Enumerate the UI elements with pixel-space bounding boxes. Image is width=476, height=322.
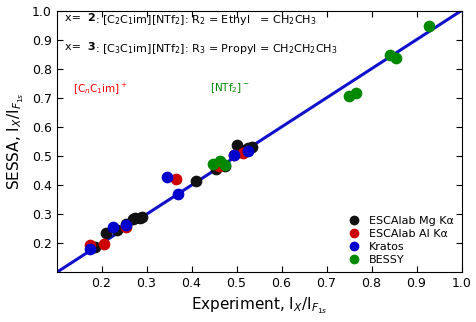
- Point: [243, 146, 251, 151]
- Point: [100, 242, 108, 247]
- Point: [345, 93, 352, 98]
- Point: [237, 147, 244, 152]
- Point: [122, 223, 130, 228]
- Point: [163, 175, 170, 180]
- Point: [221, 163, 228, 168]
- Point: [86, 246, 94, 251]
- Legend: ESCAlab Mg Kα, ESCAlab Al Kα, Kratos, BESSY: ESCAlab Mg Kα, ESCAlab Al Kα, Kratos, BE…: [340, 214, 455, 267]
- Point: [102, 231, 109, 236]
- Point: [174, 192, 181, 197]
- Point: [243, 148, 251, 154]
- Point: [113, 227, 121, 232]
- Point: [172, 176, 179, 181]
- Point: [392, 56, 399, 61]
- Point: [232, 143, 240, 148]
- Text: 2: 2: [87, 13, 94, 23]
- Point: [248, 144, 256, 149]
- Point: [136, 216, 143, 221]
- Text: [C$_n$C$_1$im]$^+$: [C$_n$C$_1$im]$^+$: [73, 81, 127, 96]
- Point: [129, 217, 137, 222]
- Point: [385, 52, 393, 57]
- Point: [221, 164, 228, 169]
- X-axis label: Experiment, I$_X$/I$_{F_{1s}}$: Experiment, I$_X$/I$_{F_{1s}}$: [190, 296, 327, 317]
- Point: [138, 214, 146, 219]
- Point: [230, 153, 238, 158]
- Y-axis label: SESSA, I$_X$/I$_{F_{1s}}$: SESSA, I$_X$/I$_{F_{1s}}$: [6, 93, 26, 190]
- Point: [122, 224, 130, 229]
- Point: [122, 221, 130, 226]
- Text: x=: x=: [65, 13, 84, 23]
- Point: [216, 158, 223, 164]
- Point: [208, 162, 216, 167]
- Point: [212, 166, 219, 171]
- Point: [109, 224, 116, 229]
- Point: [214, 164, 222, 169]
- Point: [91, 244, 99, 250]
- Point: [86, 242, 94, 247]
- Text: : [C$_2$C$_1$im][NTf$_2$]: R$_2$ = Ethyl   = CH$_2$CH$_3$: : [C$_2$C$_1$im][NTf$_2$]: R$_2$ = Ethyl…: [95, 13, 316, 27]
- Point: [230, 153, 238, 158]
- Text: : [C$_3$C$_1$im][NTf$_2$]: R$_3$ = Propyl = CH$_2$CH$_2$CH$_3$: : [C$_3$C$_1$im][NTf$_2$]: R$_3$ = Propy…: [95, 42, 337, 56]
- Point: [425, 24, 432, 29]
- Point: [351, 90, 359, 95]
- Point: [131, 215, 139, 220]
- Point: [192, 178, 199, 183]
- Text: [NTf$_2$]$^-$: [NTf$_2$]$^-$: [210, 81, 249, 95]
- Text: 3: 3: [87, 42, 94, 52]
- Point: [239, 150, 247, 155]
- Text: x=: x=: [65, 42, 84, 52]
